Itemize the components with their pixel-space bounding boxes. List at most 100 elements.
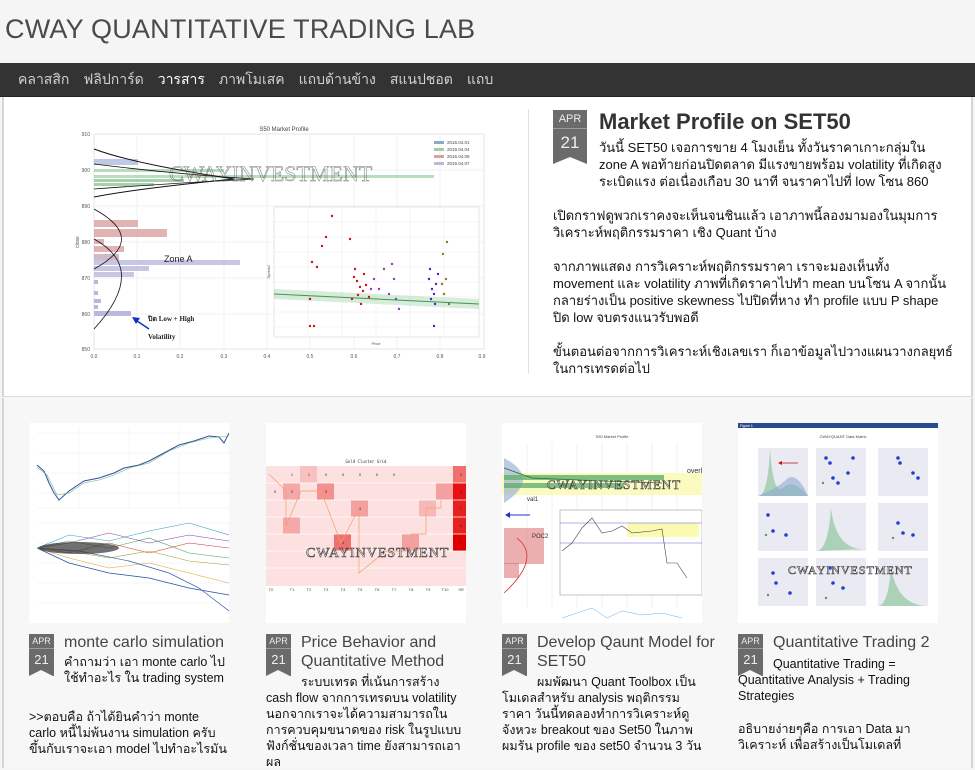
- nav-item-snapshot[interactable]: สแนปชอต: [389, 70, 453, 87]
- post-thumbnail-monte-carlo[interactable]: [29, 423, 229, 623]
- date-badge: APR 21: [266, 634, 291, 676]
- svg-text:T8: T8: [409, 587, 414, 592]
- featured-post-paragraph: เปิดกราฟดูพวกเราคงจะเห็นจนชินแล้ว เอาภาพ…: [553, 208, 938, 240]
- svg-text:1: 1: [291, 472, 294, 477]
- svg-text:2016.04.01: 2016.04.01: [447, 140, 470, 145]
- svg-text:870: 870: [82, 276, 91, 282]
- date-month: APR: [738, 634, 763, 649]
- svg-text:2016.04.05: 2016.04.05: [447, 154, 470, 159]
- date-month: APR: [553, 110, 587, 129]
- svg-text:0: 0: [325, 472, 328, 477]
- svg-text:T6: T6: [375, 587, 380, 592]
- svg-text:0.5: 0.5: [307, 354, 314, 360]
- date-day: 21: [271, 652, 286, 667]
- featured-post-body: APR 21 Market Profile on SET50 วันนี้ SE…: [553, 107, 953, 377]
- svg-text:T0: T0: [269, 587, 274, 592]
- svg-text:T3: T3: [324, 587, 329, 592]
- svg-text:880: 880: [82, 240, 91, 246]
- svg-text:8: 8: [460, 489, 463, 494]
- svg-text:0.6: 0.6: [351, 354, 358, 360]
- svg-text:val1: val1: [527, 497, 539, 503]
- svg-text:SR: SR: [458, 587, 464, 592]
- featured-divider: [528, 109, 529, 374]
- thumbnail-watermark: CWAYINVESTMENT: [547, 477, 682, 493]
- svg-text:3: 3: [460, 472, 463, 477]
- svg-text:Spread: Spread: [266, 266, 271, 279]
- svg-text:7: 7: [460, 506, 463, 511]
- date-month: APR: [266, 634, 291, 649]
- svg-text:CWAYINVESTMENT: CWAYINVESTMENT: [169, 161, 373, 186]
- date-month: APR: [502, 634, 527, 649]
- featured-post-paragraph: จากภาพแสดง การวิเคราะห์พฤติกรรมราคา เราจ…: [553, 259, 947, 325]
- featured-post-paragraph: ขั้นตอนต่อจากการวิเคราะห์เชิงเลขเรา ก็เอ…: [553, 344, 953, 376]
- svg-text:3: 3: [359, 506, 362, 511]
- svg-text:2016.04.07: 2016.04.07: [447, 161, 470, 166]
- post-title[interactable]: Develop Qaunt Model for SET50: [537, 634, 715, 670]
- svg-text:S50 Market Profile: S50 Market Profile: [259, 127, 309, 133]
- date-badge: APR 21: [29, 634, 54, 676]
- svg-text:0: 0: [274, 489, 277, 494]
- svg-text:T5: T5: [358, 587, 363, 592]
- svg-text:POC2: POC2: [532, 534, 549, 540]
- svg-text:890: 890: [82, 204, 91, 210]
- nav-item-timeslide[interactable]: แถบ: [466, 70, 494, 87]
- featured-post-image[interactable]: S50 Market Profile 910 900 890 880 870 860 85…: [74, 119, 494, 364]
- svg-text:0.3: 0.3: [221, 354, 228, 360]
- svg-text:0.0: 0.0: [91, 354, 98, 360]
- svg-text:ปิด Low + High: ปิด Low + High: [147, 315, 195, 323]
- post-card: S50 Market Profile overla val1: [502, 423, 715, 753]
- nav-item-sidebar[interactable]: แถบด้านข้าง: [298, 70, 376, 87]
- nav-item-magazine[interactable]: วารสาร: [157, 70, 205, 87]
- svg-text:T1: T1: [290, 587, 295, 592]
- svg-text:4: 4: [342, 540, 345, 545]
- svg-text:2: 2: [291, 489, 294, 494]
- date-day: 21: [507, 652, 522, 667]
- svg-text:910: 910: [82, 132, 91, 138]
- svg-text:860: 860: [82, 312, 91, 318]
- post-excerpt: ผมพัฒนา Quant Toolbox เป็นโมเดลสำหรับ an…: [502, 675, 702, 753]
- svg-text:T9: T9: [426, 587, 431, 592]
- post-excerpt-lead: คำถามว่า เอา monte carlo ไปใช้ทำอะไร ใน …: [64, 655, 225, 685]
- svg-text:3: 3: [325, 489, 328, 494]
- badge-ribbon-tail: [553, 157, 587, 164]
- post-excerpt: อธิบายง่ายๆคือ การเอา Data มาวิเคราะห์ เ…: [738, 722, 911, 752]
- post-title[interactable]: Quantitative Trading 2: [773, 634, 930, 651]
- post-thumbnail-gold-cluster[interactable]: Gold Cluster Grid: [266, 423, 466, 623]
- svg-text:S50 Market Profile: S50 Market Profile: [596, 434, 630, 439]
- post-grid: APR 21 monte carlo simulation คำถามว่า เ…: [2, 398, 973, 769]
- svg-text:0: 0: [393, 472, 396, 477]
- post-thumbnail-develop-model[interactable]: S50 Market Profile overla val1: [502, 423, 702, 623]
- svg-text:Price: Price: [371, 341, 381, 346]
- post-title[interactable]: Price Behavior and Quantitative Method: [301, 634, 445, 670]
- svg-text:Zone A: Zone A: [164, 254, 193, 264]
- nav-item-flipcard[interactable]: ฟลิปการ์ด: [83, 70, 144, 87]
- svg-text:T10: T10: [442, 587, 450, 592]
- nav-item-classic[interactable]: คลาสสิก: [18, 70, 70, 87]
- badge-ribbon-tail: [738, 670, 762, 676]
- date-badge: APR 21: [502, 634, 527, 676]
- badge-ribbon-tail: [502, 670, 526, 676]
- nav-item-mosaic[interactable]: ภาพโมเสค: [218, 70, 285, 87]
- post-card: Figure 1 CWAYQUANT Data Matrix: [738, 423, 948, 752]
- svg-text:850: 850: [82, 347, 91, 353]
- post-excerpt: >>ตอบคือ ถ้าได้ยินคำว่า monte carlo หนี้…: [29, 710, 227, 756]
- svg-text:0: 0: [359, 472, 362, 477]
- svg-text:T7: T7: [392, 587, 397, 592]
- svg-text:900: 900: [82, 168, 91, 174]
- svg-text:0.2: 0.2: [177, 354, 184, 360]
- post-card: APR 21 monte carlo simulation คำถามว่า เ…: [29, 423, 239, 756]
- svg-text:Figure 1: Figure 1: [740, 424, 753, 428]
- site-title[interactable]: CWAY QUANTITATIVE TRADING LAB: [5, 14, 476, 44]
- post-thumbnail-data-matrix[interactable]: Figure 1 CWAYQUANT Data Matrix: [738, 423, 938, 623]
- svg-text:T4: T4: [341, 587, 346, 592]
- post-title[interactable]: monte carlo simulation: [64, 634, 225, 651]
- svg-text:1: 1: [308, 472, 311, 477]
- svg-text:0.7: 0.7: [394, 354, 401, 360]
- svg-text:8: 8: [460, 523, 463, 528]
- featured-post-title[interactable]: Market Profile on SET50: [599, 109, 851, 134]
- thumbnail-watermark: CWAYINVESTMENT: [306, 546, 450, 562]
- svg-text:0.8: 0.8: [437, 354, 444, 360]
- svg-text:Gold Cluster Grid: Gold Cluster Grid: [346, 459, 388, 464]
- post-excerpt: ระบบเทรด ที่เน้นการสร้าง cash flow จากกา…: [266, 675, 462, 769]
- site-header: CWAY QUANTITATIVE TRADING LAB: [0, 0, 975, 63]
